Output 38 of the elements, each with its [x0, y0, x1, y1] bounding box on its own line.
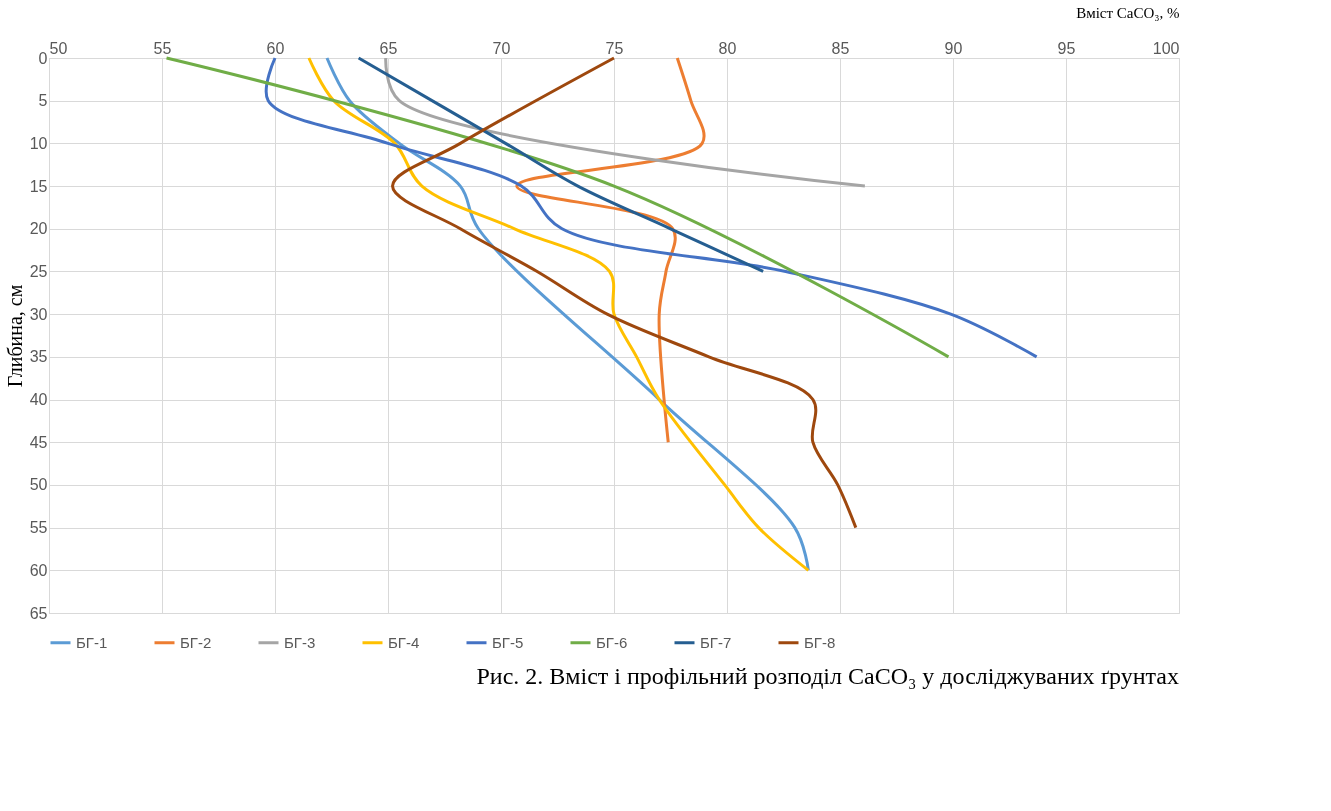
y-tick-label: 0 [38, 49, 48, 67]
y-tick-label: 45 [29, 433, 48, 451]
x-tick-label: 85 [831, 39, 850, 57]
legend-label: БГ-2 [180, 633, 212, 651]
y-tick-label: 60 [29, 561, 48, 579]
x-tick-label: 65 [379, 39, 398, 57]
legend-label: БГ-8 [804, 633, 836, 651]
y-tick-label: 65 [29, 604, 48, 622]
x-tick-label: 75 [605, 39, 624, 57]
y-tick-label: 30 [29, 305, 48, 323]
legend-label: БГ-7 [700, 633, 732, 651]
legend-label: БГ-5 [492, 633, 524, 651]
legend-label: БГ-3 [284, 633, 316, 651]
x-tick-label: 80 [718, 39, 737, 57]
x-tick-label: 50 [49, 39, 68, 57]
text: Рис. 2. Вміст і профільний розподіл CaCO₃ у досліджуваних ґрунтах [476, 663, 1179, 689]
x-tick-label: 95 [1057, 39, 1076, 57]
y-tick-label: 10 [29, 134, 48, 152]
legend-label: БГ-1 [76, 633, 108, 651]
line-series [357, 56, 765, 273]
x-tick-label: 55 [153, 39, 172, 57]
x-tick-label: 60 [266, 39, 285, 57]
y-tick-label: 55 [29, 519, 48, 537]
y-tick-label: 15 [29, 177, 48, 195]
y-tick-label: 5 [38, 92, 48, 110]
legend-label: БГ-4 [388, 633, 420, 651]
y-tick-label: 50 [29, 476, 48, 494]
x-tick-label: 90 [944, 39, 963, 57]
x-axis-title: Вміст CaCO₃, % [1076, 4, 1180, 21]
x-tick-label: 100 [1152, 39, 1180, 57]
y-axis-title: Глибина, см [3, 284, 26, 388]
x-tick-label: 70 [492, 39, 511, 57]
y-tick-label: 35 [29, 348, 48, 366]
y-tick-label: 25 [29, 262, 48, 280]
legend-label: БГ-6 [596, 633, 628, 651]
line-series [391, 56, 858, 530]
y-tick-label: 40 [29, 391, 48, 409]
y-tick-label: 20 [29, 220, 48, 238]
